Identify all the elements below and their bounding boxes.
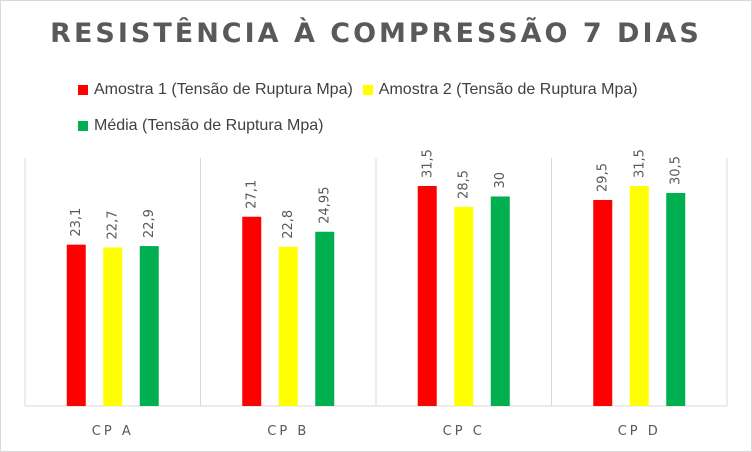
legend-item-amostra-1: Amostra 1 (Tensão de Ruptura Mpa)	[78, 81, 353, 99]
legend-row-1: Amostra 1 (Tensão de Ruptura Mpa) Amostr…	[78, 81, 648, 99]
bar-cp-a-series-2	[103, 247, 123, 406]
data-label: 31,5	[420, 149, 435, 178]
legend-label-amostra-2: Amostra 2 (Tensão de Ruptura Mpa)	[378, 81, 638, 98]
data-label: 22,8	[281, 210, 296, 239]
bar-cp-a-series-3	[139, 246, 159, 406]
bar-cp-d-series-2	[629, 186, 649, 406]
legend-item-amostra-2: Amostra 2 (Tensão de Ruptura Mpa)	[362, 81, 638, 99]
data-label: 22,7	[106, 211, 121, 240]
chart-title: RESISTÊNCIA À COMPRESSÃO 7 DIAS	[50, 18, 702, 49]
legend-item-media: Média (Tensão de Ruptura Mpa)	[78, 117, 323, 135]
bar-cp-d-series-1	[593, 199, 613, 406]
data-label: 30	[493, 172, 508, 189]
bar-cp-b-series-3	[315, 231, 335, 406]
legend-swatch-green	[78, 121, 88, 131]
data-label: 23,1	[69, 208, 84, 237]
legend-label-amostra-1: Amostra 1 (Tensão de Ruptura Mpa)	[94, 81, 353, 98]
x-tick-label: CP C	[443, 424, 485, 439]
data-label: 24,95	[318, 187, 333, 224]
x-tick-label: CP D	[618, 424, 661, 439]
data-label: 29,5	[596, 163, 611, 192]
data-label: 28,5	[457, 170, 472, 199]
legend-label-media: Média (Tensão de Ruptura Mpa)	[94, 117, 324, 134]
legend-swatch-yellow	[362, 85, 373, 95]
bar-cp-c-series-2	[454, 206, 474, 406]
data-label: 30,5	[669, 156, 684, 185]
legend-row-2: Média (Tensão de Ruptura Mpa)	[78, 117, 333, 135]
data-label: 22,9	[142, 209, 157, 238]
bar-cp-b-series-1	[242, 216, 262, 406]
x-tick-label: CP A	[92, 424, 134, 439]
bar-cp-d-series-3	[666, 192, 686, 406]
data-label: 27,1	[245, 180, 260, 209]
bar-cp-a-series-1	[66, 244, 86, 406]
bar-cp-c-series-3	[490, 196, 510, 406]
legend-swatch-red	[78, 85, 88, 95]
x-tick-label: CP B	[267, 424, 309, 439]
data-label: 31,5	[632, 149, 647, 178]
bar-cp-b-series-2	[278, 246, 298, 406]
bar-cp-c-series-1	[417, 186, 437, 406]
